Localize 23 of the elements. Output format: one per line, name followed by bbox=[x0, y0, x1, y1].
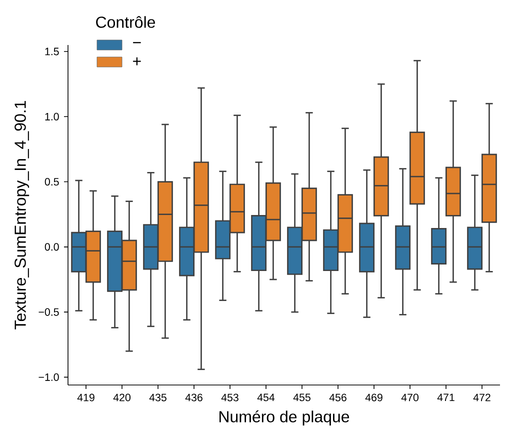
x-tick-label: 456 bbox=[329, 394, 346, 402]
x-tick-label: 455 bbox=[293, 394, 310, 402]
y-tick-label: 1.0 bbox=[45, 112, 59, 120]
x-tick-label: 469 bbox=[365, 394, 382, 402]
y-axis-title: Texture_SumEntropy_In_4_90.1 bbox=[14, 101, 30, 330]
y-tick-label: 0.0 bbox=[44, 243, 59, 251]
legend-label: + bbox=[133, 57, 141, 66]
x-tick-label: 454 bbox=[257, 394, 275, 402]
x-tick-label: 470 bbox=[401, 394, 418, 402]
y-tick-label: 0.5 bbox=[44, 178, 59, 186]
y-tick-label: −0.5 bbox=[38, 308, 59, 316]
x-tick-label: 436 bbox=[185, 394, 202, 402]
x-tick-label: 419 bbox=[77, 394, 94, 402]
legend-title: Contrôle bbox=[96, 16, 156, 28]
x-tick-label: 471 bbox=[437, 394, 454, 402]
x-axis-title: Numéro de plaque bbox=[220, 410, 350, 426]
x-tick-label: 453 bbox=[221, 394, 238, 402]
x-tick-label: 420 bbox=[113, 394, 130, 402]
legend-label: − bbox=[133, 42, 141, 44]
y-tick-label: −1.0 bbox=[38, 373, 59, 381]
x-tick-label: 435 bbox=[149, 394, 166, 402]
x-tick-label: 472 bbox=[473, 394, 490, 402]
y-tick-label: 1.5 bbox=[45, 48, 59, 56]
